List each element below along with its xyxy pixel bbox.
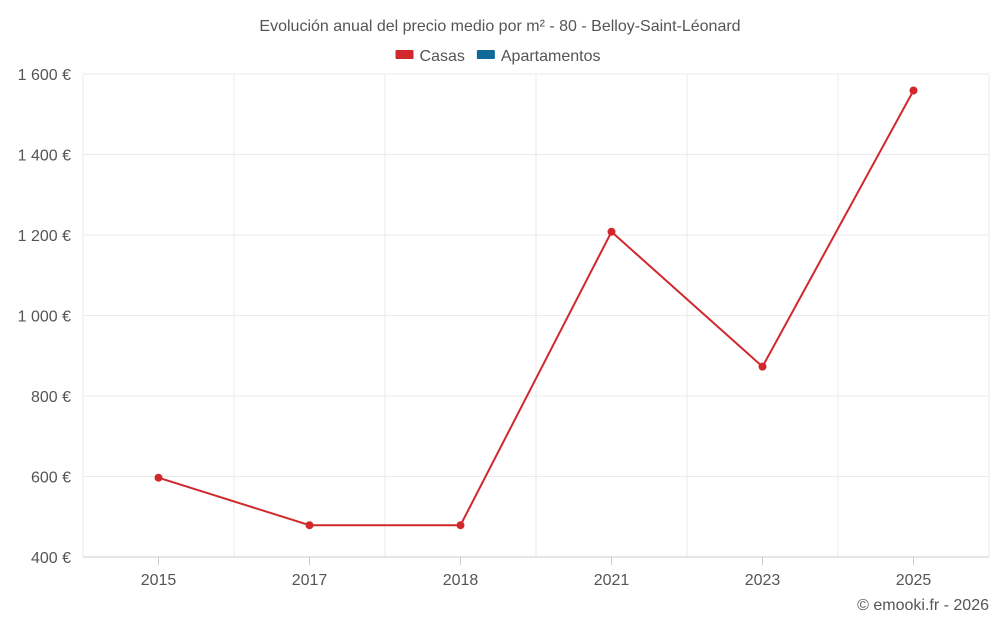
x-tick-label: 2015 bbox=[141, 572, 177, 589]
legend-swatch bbox=[395, 50, 414, 59]
x-tick-label: 2018 bbox=[443, 572, 479, 589]
data-point-2018[interactable] bbox=[456, 521, 465, 530]
data-point-2021[interactable] bbox=[607, 227, 616, 236]
legend-label: Casas bbox=[420, 48, 465, 65]
chart-title: Evolución anual del precio medio por m² … bbox=[259, 18, 740, 35]
x-tick-label: 2021 bbox=[594, 572, 630, 589]
legend-item-apartamentos[interactable]: Apartamentos bbox=[476, 48, 601, 65]
x-tick-label: 2023 bbox=[745, 572, 781, 589]
data-point-2023[interactable] bbox=[758, 362, 767, 371]
x-tick-label: 2017 bbox=[292, 572, 328, 589]
legend-swatch bbox=[476, 50, 495, 59]
credit-text: © emooki.fr - 2026 bbox=[857, 597, 989, 614]
y-tick-label: 800 € bbox=[31, 389, 71, 406]
y-tick-label: 400 € bbox=[31, 550, 71, 567]
y-tick-label: 1 400 € bbox=[18, 148, 71, 165]
y-tick-label: 1 200 € bbox=[18, 228, 71, 245]
x-axis-tick-labels: 2015 2017 2018 2021 2023 2025 bbox=[141, 557, 932, 589]
legend-label: Apartamentos bbox=[501, 48, 601, 65]
y-tick-label: 1 600 € bbox=[18, 67, 71, 84]
series-group bbox=[154, 86, 918, 530]
y-gridlines bbox=[83, 73, 989, 558]
x-tick-label: 2025 bbox=[896, 572, 932, 589]
data-point-2015[interactable] bbox=[154, 473, 163, 482]
y-tick-label: 1 000 € bbox=[18, 309, 71, 326]
legend: Casas Apartamentos bbox=[395, 48, 601, 65]
y-tick-label: 600 € bbox=[31, 470, 71, 487]
legend-item-casas[interactable]: Casas bbox=[395, 48, 465, 65]
data-point-2025[interactable] bbox=[909, 86, 918, 95]
series-line-casas bbox=[158, 90, 915, 527]
y-axis-tick-labels: 400 € 600 € 800 € 1 000 € 1 200 € 1 400 € 1 60… bbox=[18, 67, 71, 567]
data-point-2017[interactable] bbox=[305, 521, 314, 530]
